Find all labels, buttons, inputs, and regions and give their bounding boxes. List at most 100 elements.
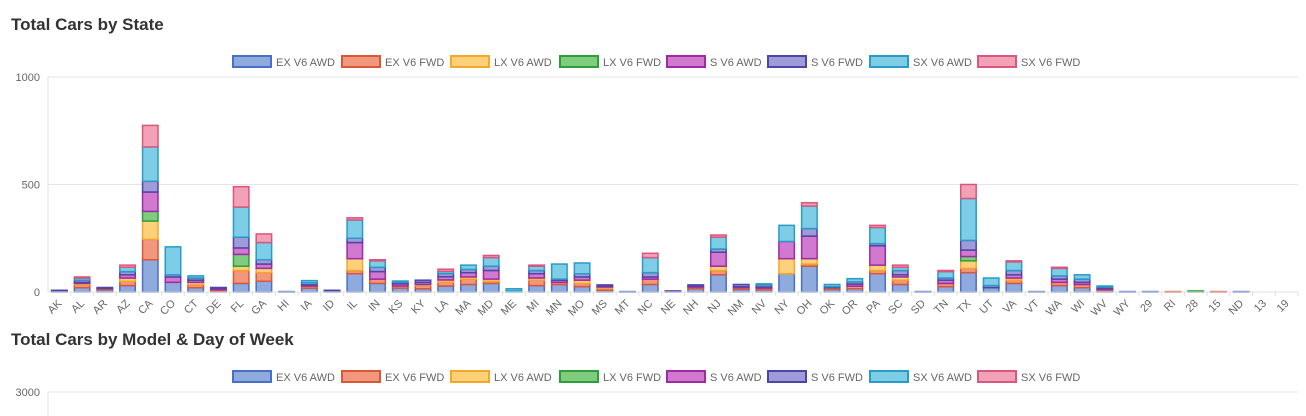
- bar-VA-6[interactable]: [1005, 261, 1023, 272]
- state-legend-swatch-7[interactable]: [977, 55, 1017, 68]
- model-day-legend-swatch-6[interactable]: [869, 370, 909, 383]
- bar-AZ-0[interactable]: [119, 284, 137, 293]
- bar-OH-7[interactable]: [800, 202, 818, 207]
- model-day-legend-label-0[interactable]: EX V6 AWD: [276, 372, 335, 384]
- bar-FL-0[interactable]: [232, 282, 250, 293]
- state-legend-swatch-5[interactable]: [767, 55, 807, 68]
- bar-AZ-7[interactable]: [119, 264, 137, 269]
- bar-GA-0[interactable]: [255, 280, 273, 293]
- bar-TX-0[interactable]: [959, 271, 977, 293]
- bar-CT-6[interactable]: [187, 275, 205, 279]
- bar-CA-7[interactable]: [141, 124, 159, 148]
- bar-IN-4[interactable]: [369, 270, 387, 280]
- bar-DE-5[interactable]: [209, 286, 227, 290]
- state-legend-swatch-4[interactable]: [666, 55, 706, 68]
- bar-KS-6[interactable]: [391, 280, 409, 283]
- model-day-legend-swatch-4[interactable]: [666, 370, 706, 383]
- bar-MD-4[interactable]: [482, 269, 500, 280]
- state-legend-label-7[interactable]: SX V6 FWD: [1021, 57, 1080, 69]
- bar-CA-4[interactable]: [141, 191, 159, 213]
- state-legend-swatch-0[interactable]: [232, 55, 272, 68]
- bar-MA-0[interactable]: [459, 283, 477, 293]
- bar-AR-5[interactable]: [96, 286, 114, 290]
- bar-MO-0[interactable]: [573, 285, 591, 293]
- bar-WI-6[interactable]: [1073, 274, 1091, 280]
- bar-TX-2[interactable]: [959, 260, 977, 270]
- model-day-legend-label-4[interactable]: S V6 AWD: [710, 372, 762, 384]
- bar-IA-6[interactable]: [300, 279, 318, 284]
- bar-MI-1[interactable]: [528, 279, 546, 287]
- state-legend-swatch-2[interactable]: [450, 55, 490, 68]
- bar-WA-7[interactable]: [1050, 266, 1068, 270]
- bar-CA-1[interactable]: [141, 238, 159, 261]
- bar-FL-4[interactable]: [232, 247, 250, 256]
- bar-PA-6[interactable]: [869, 226, 887, 245]
- bar-OH-2[interactable]: [800, 257, 818, 265]
- bar-MD-6[interactable]: [482, 256, 500, 267]
- bar-WV-6[interactable]: [1096, 285, 1114, 288]
- bar-PA-4[interactable]: [869, 245, 887, 266]
- bar-AL-7[interactable]: [73, 276, 91, 279]
- bar-ID-5[interactable]: [323, 289, 341, 292]
- bar-TN-0[interactable]: [937, 285, 955, 293]
- bar-CO-4[interactable]: [164, 276, 182, 284]
- bar-KY-5[interactable]: [414, 279, 432, 284]
- bar-TX-6[interactable]: [959, 197, 977, 242]
- bar-CA-3[interactable]: [141, 210, 159, 222]
- model-day-legend-label-7[interactable]: SX V6 FWD: [1021, 372, 1080, 384]
- model-day-legend-swatch-5[interactable]: [767, 370, 807, 383]
- bar-MN-6[interactable]: [550, 263, 568, 280]
- model-day-legend-swatch-2[interactable]: [450, 370, 490, 383]
- bar-NC-1[interactable]: [641, 278, 659, 286]
- model-day-legend-swatch-0[interactable]: [232, 370, 272, 383]
- bar-NM-5[interactable]: [732, 283, 750, 288]
- bar-WA-6[interactable]: [1050, 267, 1068, 277]
- bar-NC-0[interactable]: [641, 283, 659, 293]
- bar-NV-6[interactable]: [755, 283, 773, 286]
- state-legend-label-2[interactable]: LX V6 AWD: [494, 57, 552, 69]
- bar-IL-2[interactable]: [346, 257, 364, 272]
- model-day-legend-label-5[interactable]: S V6 FWD: [811, 372, 863, 384]
- bar-OH-6[interactable]: [800, 205, 818, 230]
- bar-NJ-0[interactable]: [709, 274, 727, 293]
- bar-IL-4[interactable]: [346, 241, 364, 260]
- bar-OH-5[interactable]: [800, 227, 818, 237]
- bar-CO-0[interactable]: [164, 281, 182, 293]
- bar-TX-5[interactable]: [959, 239, 977, 251]
- bar-NC-7[interactable]: [641, 252, 659, 259]
- bar-NY-0[interactable]: [778, 272, 796, 293]
- state-legend-label-5[interactable]: S V6 FWD: [811, 57, 863, 69]
- bar-GA-7[interactable]: [255, 233, 273, 244]
- bar-NY-2[interactable]: [778, 257, 796, 275]
- bar-NJ-7[interactable]: [709, 234, 727, 238]
- model-day-legend-swatch-1[interactable]: [341, 370, 381, 383]
- bar-MI-7[interactable]: [528, 264, 546, 267]
- bar-SC-7[interactable]: [891, 264, 909, 269]
- bar-NH-5[interactable]: [687, 284, 705, 287]
- bar-TX-4[interactable]: [959, 249, 977, 258]
- bar-AK-5[interactable]: [50, 289, 68, 292]
- bar-MI-0[interactable]: [528, 284, 546, 293]
- bar-WA-0[interactable]: [1050, 284, 1068, 293]
- bar-TX-7[interactable]: [959, 183, 977, 200]
- bar-UT-6[interactable]: [982, 277, 1000, 287]
- bar-NE-5[interactable]: [664, 290, 682, 293]
- bar-MO-6[interactable]: [573, 262, 591, 275]
- bar-GA-6[interactable]: [255, 241, 273, 261]
- bar-FL-3[interactable]: [232, 253, 250, 267]
- bar-OH-4[interactable]: [800, 235, 818, 260]
- bar-CA-6[interactable]: [141, 146, 159, 183]
- bar-PA-2[interactable]: [869, 264, 887, 272]
- bar-FL-5[interactable]: [232, 236, 250, 249]
- bar-CA-5[interactable]: [141, 180, 159, 193]
- bar-IL-6[interactable]: [346, 219, 364, 240]
- bar-CO-6[interactable]: [164, 246, 182, 276]
- model-day-legend-label-3[interactable]: LX V6 FWD: [603, 372, 661, 384]
- bar-FL-7[interactable]: [232, 185, 250, 208]
- bar-IN-0[interactable]: [369, 282, 387, 293]
- bar-IN-7[interactable]: [369, 259, 387, 262]
- bar-MD-7[interactable]: [482, 254, 500, 259]
- bar-VA-0[interactable]: [1005, 282, 1023, 293]
- state-legend-label-1[interactable]: EX V6 FWD: [385, 57, 444, 69]
- state-legend-label-3[interactable]: LX V6 FWD: [603, 57, 661, 69]
